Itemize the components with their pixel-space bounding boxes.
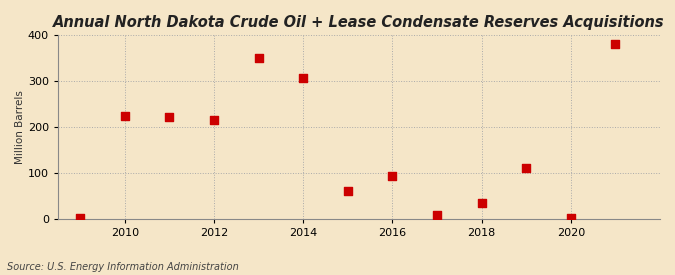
Y-axis label: Million Barrels: Million Barrels <box>15 90 25 164</box>
Point <box>298 75 308 80</box>
Point <box>119 114 130 118</box>
Point <box>610 42 621 46</box>
Point <box>164 115 175 119</box>
Point <box>476 201 487 205</box>
Point <box>342 188 353 193</box>
Point <box>209 118 219 122</box>
Text: Source: U.S. Energy Information Administration: Source: U.S. Energy Information Administ… <box>7 262 238 272</box>
Title: Annual North Dakota Crude Oil + Lease Condensate Reserves Acquisitions: Annual North Dakota Crude Oil + Lease Co… <box>53 15 665 30</box>
Point <box>521 165 532 170</box>
Point <box>253 56 264 60</box>
Point <box>75 216 86 220</box>
Point <box>431 213 442 218</box>
Point <box>387 174 398 178</box>
Point <box>566 216 576 220</box>
